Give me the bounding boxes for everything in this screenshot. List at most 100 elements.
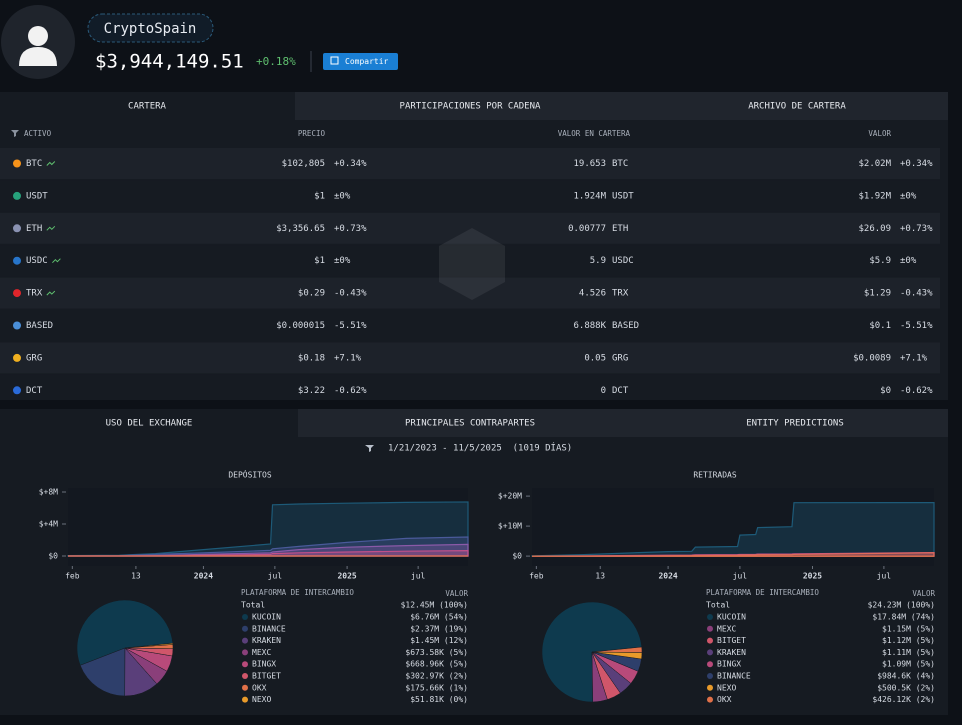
y-tick-label: $0 (512, 552, 522, 561)
y-tick-label: $+8M (39, 488, 58, 497)
asset-name: TRX (26, 289, 43, 299)
legend-name: KUCOIN (717, 613, 746, 622)
column-header: PRECIO (298, 129, 326, 138)
legend-name: OKX (717, 695, 732, 704)
price: $102,805 (282, 159, 325, 169)
value-change: +0.34% (900, 159, 933, 169)
asset-name: GRG (26, 353, 42, 363)
holdings-unit: USDT (612, 191, 634, 201)
price: $0.18 (298, 353, 325, 363)
holdings-unit: DCT (612, 386, 629, 396)
legend-swatch (707, 684, 713, 691)
holdings: 0 (601, 386, 606, 396)
watermark-shape (439, 228, 505, 300)
legend-name: BINANCE (252, 624, 286, 633)
legend-total-value: $12.45M (100%) (401, 601, 468, 610)
legend-name: KUCOIN (252, 613, 281, 622)
legend-value: $1.15M (5%) (882, 624, 935, 633)
legend-value: $673.58K (5%) (405, 648, 468, 657)
asset-name: ETH (26, 224, 42, 234)
table-row (0, 148, 940, 179)
value: $0.1 (869, 321, 891, 331)
asset-icon (13, 256, 21, 265)
share-label[interactable]: Compartir (345, 57, 389, 66)
x-tick-label: 2025 (803, 572, 822, 581)
table-row (0, 180, 940, 212)
price-change: ±0% (334, 191, 351, 201)
tab[interactable]: PRINCIPALES CONTRAPARTES (405, 419, 535, 429)
legend-swatch (242, 696, 248, 703)
tab-active[interactable]: USO DEL EXCHANGE (106, 419, 193, 429)
x-tick-label: feb (529, 572, 544, 581)
x-tick-label: jul (411, 572, 426, 581)
value: $1.29 (864, 289, 891, 299)
price: $0.000015 (276, 321, 325, 331)
legend-title: PLATAFORMA DE INTERCAMBIO (706, 588, 819, 597)
trend-icon (46, 161, 56, 166)
table-row (0, 212, 940, 244)
holdings-unit: TRX (612, 289, 629, 299)
holdings-unit: GRG (612, 353, 628, 363)
legend-total-value: $24.23M (100%) (868, 601, 935, 610)
legend-value: $1.11M (5%) (882, 648, 935, 657)
share-button[interactable] (323, 53, 398, 70)
tab-bar (295, 92, 948, 120)
holdings: 4.526 (579, 289, 606, 299)
asset-icon (13, 289, 21, 298)
price: $3.22 (298, 386, 325, 396)
legend-swatch (242, 649, 248, 656)
date-range[interactable]: 1/21/2023 - 11/5/2025 (1019 DÍAS) (388, 442, 572, 454)
asset-icon (13, 224, 21, 233)
x-tick-label: feb (65, 572, 80, 581)
filter-icon[interactable] (11, 130, 19, 137)
column-header: VALOR EN CARTERA (558, 129, 631, 138)
value: $1.92M (858, 191, 891, 201)
tab[interactable]: ENTITY PREDICTIONS (746, 419, 844, 429)
table-row (0, 310, 940, 341)
asset-name: BASED (26, 321, 53, 331)
price: $1 (314, 256, 325, 266)
y-tick-label: $0 (48, 552, 58, 561)
legend-swatch (242, 684, 248, 691)
legend-value: $6.76M (54%) (410, 613, 468, 622)
share-icon (330, 56, 339, 65)
asset-icon (13, 159, 21, 168)
legend-name: BINGX (252, 660, 276, 669)
table-row (0, 277, 940, 309)
holdings: 0.00777 (568, 224, 606, 234)
legend-value: $984.6K (4%) (877, 672, 935, 681)
legend-swatch (242, 614, 248, 620)
price: $0.29 (298, 289, 325, 299)
value: $26.09 (858, 224, 891, 234)
tab[interactable]: PARTICIPACIONES POR CADENA (400, 102, 541, 112)
pie-slice (76, 599, 174, 666)
tab[interactable]: ARCHIVO DE CARTERA (748, 102, 846, 112)
legend-name: KRAKEN (717, 648, 746, 657)
name-pill (87, 13, 214, 43)
legend-value: $668.96K (5%) (405, 660, 468, 669)
watermark (439, 228, 505, 300)
tab-active[interactable]: CARTERA (128, 102, 167, 112)
legend-value: $2.37M (19%) (410, 624, 468, 633)
x-tick-label: 2024 (194, 572, 213, 581)
legend-name: NEXO (252, 695, 271, 704)
x-tick-label: jul (877, 572, 892, 581)
legend-value-title: VALOR (445, 589, 468, 598)
legend-swatch (242, 625, 248, 632)
charts: DEPÓSITOS $+8M $+4M $0 feb 13 2024 jul 2025 jul PL… (39, 469, 936, 705)
price-change: ±0% (334, 256, 351, 266)
value-change: -5.51% (900, 321, 933, 331)
chart-title: DEPÓSITOS (228, 469, 272, 480)
price-change: +0.73% (334, 224, 367, 234)
legend-total: Total (706, 601, 730, 610)
legend-value: $51.81K (0%) (410, 695, 468, 704)
legend-value: $1.12M (5%) (882, 636, 935, 645)
y-tick-label: $+10M (498, 522, 522, 531)
price-change: -0.43% (334, 289, 367, 299)
holdings: 0.05 (584, 353, 606, 363)
value-change: ±0% (900, 191, 917, 201)
area-series (531, 501, 935, 557)
filter-icon[interactable] (365, 445, 374, 452)
holdings: 5.9 (590, 256, 606, 266)
table-row (0, 374, 940, 399)
